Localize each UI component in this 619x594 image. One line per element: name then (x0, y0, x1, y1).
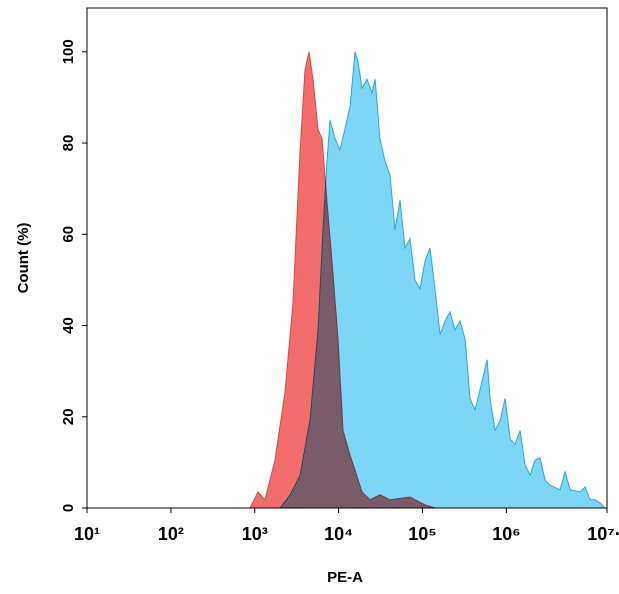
area (278, 51, 607, 509)
y-tick-label: 0 (60, 504, 77, 512)
x-tick-label: 10² (158, 524, 184, 544)
x-tick-label: 10¹ (74, 524, 100, 544)
x-tick-label: 10³ (242, 524, 268, 544)
y-tick-label: 80 (60, 135, 77, 152)
x-tick-label: 10⁵ (408, 524, 436, 544)
x-axis-label: PE-A (327, 569, 363, 586)
x-tick-label: 10⁶ (492, 524, 520, 544)
y-tick-label: 40 (60, 317, 77, 334)
y-tick-label: 60 (60, 226, 77, 243)
y-tick-label: 100 (60, 39, 77, 64)
y-axis-label: Count (%) (15, 223, 32, 294)
x-tick-label: 10⁴ (324, 524, 353, 544)
y-tick-label: 20 (60, 408, 77, 425)
x-tick-label: 10⁷·² (587, 524, 619, 544)
